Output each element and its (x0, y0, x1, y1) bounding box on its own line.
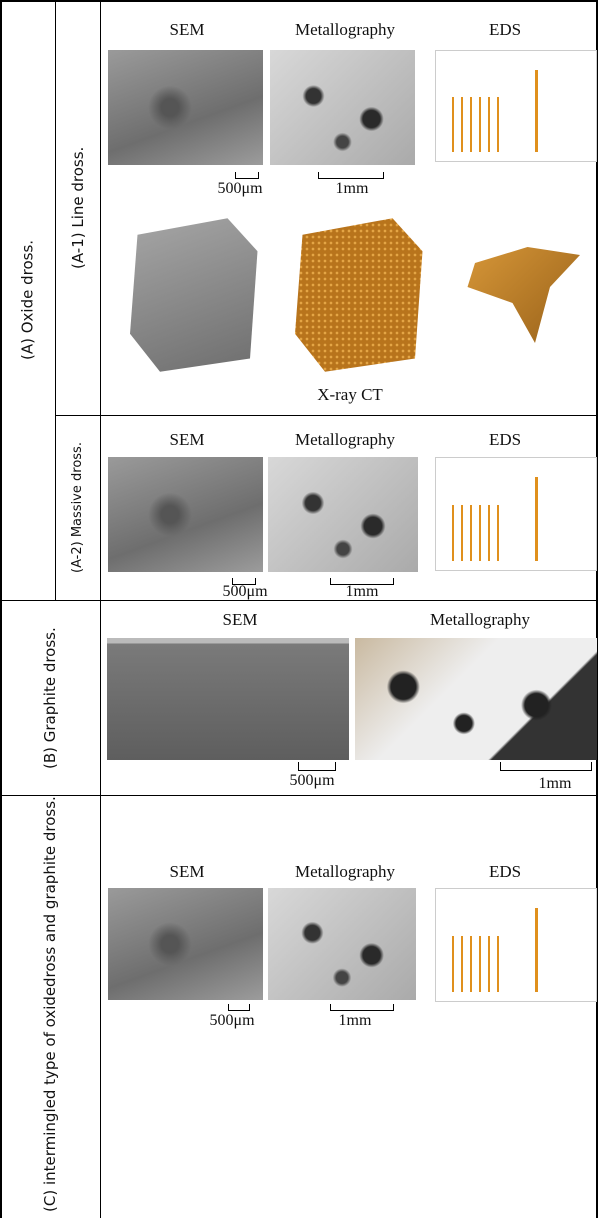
scale-bar (298, 762, 336, 771)
eds-spectrum (435, 457, 597, 571)
scale-label: 500μm (205, 585, 285, 599)
panel-header: SEM (107, 20, 267, 40)
border (100, 0, 101, 1218)
metallography-image (355, 638, 597, 760)
ct-image (445, 215, 595, 375)
scale-bar (330, 1004, 394, 1011)
panel-header: SEM (107, 862, 267, 882)
label-line: (C) intermingled type of oxide (39, 987, 61, 1212)
scale-label: 500μm (200, 180, 280, 198)
scale-label: 1mm (315, 1012, 395, 1030)
eds-spectrum (435, 50, 597, 162)
scale-bar (235, 172, 259, 179)
row-label: (A) Oxide dross. (0, 0, 55, 600)
sem-image (107, 638, 349, 760)
scale-bar (228, 1004, 250, 1011)
panel-header: SEM (107, 430, 267, 450)
label-line: dross and graphite dross. (39, 796, 61, 987)
metallography-image (268, 888, 416, 1000)
panel-header: Metallography (265, 862, 425, 882)
border (55, 415, 598, 416)
row-label: (B) Graphite dross. (0, 601, 100, 795)
sem-image (108, 888, 263, 1000)
panel-header: EDS (425, 20, 585, 40)
scale-label: 500μm (192, 1012, 272, 1030)
ct-image (280, 210, 430, 375)
scale-label: 1mm (322, 585, 402, 599)
caption: X-ray CT (270, 385, 430, 405)
eds-spectrum (435, 888, 597, 1002)
figure: (A) Oxide dross. (A-1) Line dross. (A-2)… (0, 0, 598, 1218)
metallography-image (268, 457, 418, 572)
panel-header: SEM (160, 610, 320, 630)
scale-bar (318, 172, 384, 179)
sem-image (108, 50, 263, 165)
sem-image (108, 457, 263, 572)
row-label: (A-1) Line dross. (56, 0, 100, 415)
scale-bar (500, 762, 592, 771)
panel-header: Metallography (265, 430, 425, 450)
panel-header: EDS (425, 430, 585, 450)
ct-image (115, 210, 265, 375)
metallography-image (270, 50, 415, 165)
scale-label: 500μm (272, 772, 352, 790)
row-label: (A-2) Massive dross. (56, 416, 100, 600)
panel-header: Metallography (265, 20, 425, 40)
panel-header: Metallography (400, 610, 560, 630)
scale-label: 1mm (515, 775, 595, 793)
panel-header: EDS (425, 862, 585, 882)
scale-label: 1mm (312, 180, 392, 198)
